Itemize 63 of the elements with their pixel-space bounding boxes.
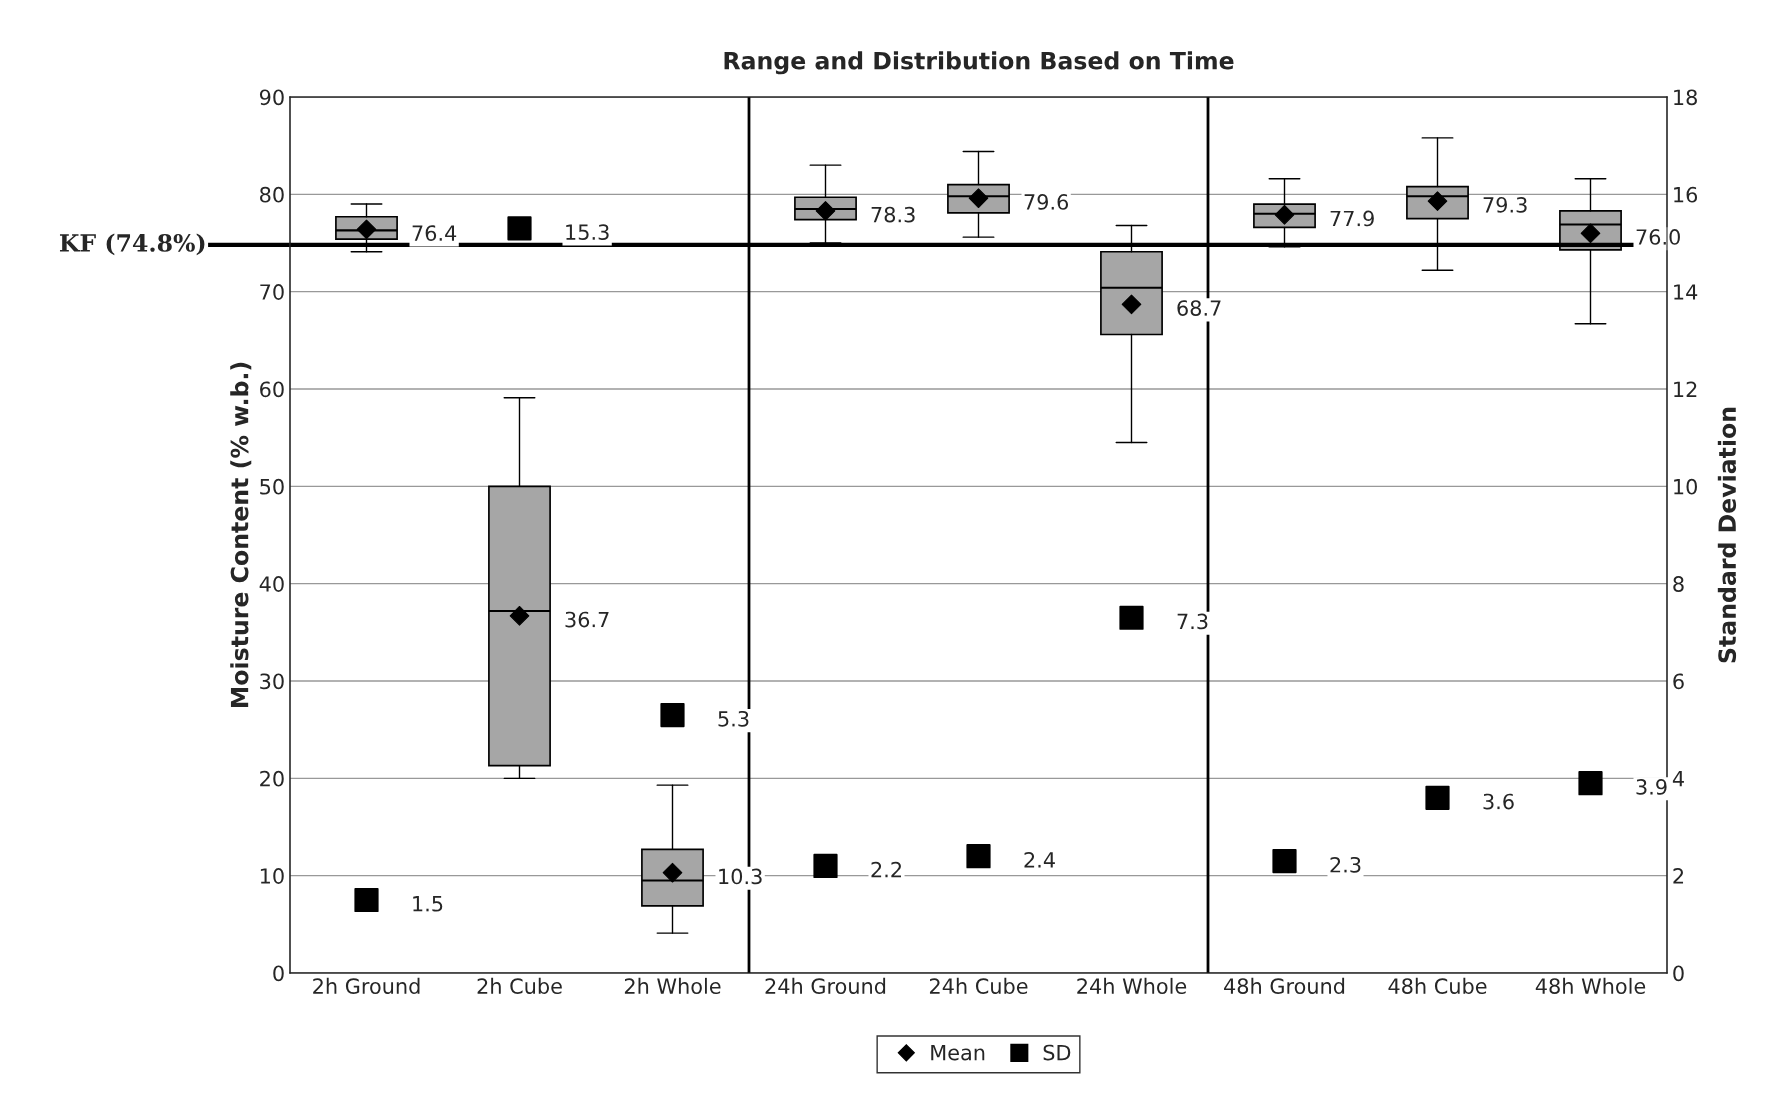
y2-axis-title: Standard Deviation [1717,407,1737,663]
data-label: 78.3 [871,206,915,223]
data-label: 36.7 [565,611,609,628]
data-label: 15.3 [566,224,609,240]
point [1121,294,1142,315]
point [1119,605,1144,630]
ref-line-label: KF (74.8%) [59,233,205,256]
y2-tick-label: 6 [1673,673,1684,690]
y-tick-label: 50 [260,478,284,495]
point [509,605,530,626]
point [1272,848,1297,874]
point [1578,771,1603,796]
data-label: 7.3 [1177,613,1208,630]
data-label: 79.3 [1483,196,1527,213]
point [966,844,991,869]
y2-tick-label: 16 [1674,186,1698,203]
y2-tick-label: 4 [1672,771,1684,787]
legend-label: SD [1043,1044,1071,1061]
point [507,216,532,241]
data-label: 68.7 [1177,300,1221,316]
data-label: 2.2 [871,861,901,878]
x-tick-label: 48h Whole [1535,977,1646,994]
x-tick-label: 2h Cube [477,977,562,994]
x-tick-label: 24h Ground [765,977,886,994]
data-label: 10.3 [719,868,762,885]
data-label: 1.5 [413,896,443,912]
point [813,853,838,879]
y-tick-label: 70 [260,284,284,300]
data-label: 2.3 [1330,856,1361,873]
legend-label: Mean [931,1044,985,1061]
point [354,887,379,913]
y2-tick-label: 10 [1674,478,1697,495]
y2-tick-label: 12 [1674,381,1697,397]
x-tick-label: 2h Ground [313,977,420,994]
data-label: 3.9 [1636,779,1667,795]
data-label: 2.4 [1024,852,1055,868]
y-tick-label: 80 [260,186,284,203]
y2-tick-label: 8 [1673,576,1684,592]
data-label: 79.6 [1024,194,1069,210]
data-label: 77.9 [1330,210,1374,227]
data-label: 5.3 [718,710,749,727]
y2-tick-label: 18 [1674,89,1697,106]
y-tick-label: 0 [273,965,284,982]
x-tick-label: 24h Whole [1077,977,1187,994]
chart-title: Range and Distribution Based on Time [724,51,1234,75]
data-label: 3.6 [1483,793,1514,810]
x-tick-label: 48h Cube [1388,977,1487,994]
y-tick-label: 30 [260,673,284,690]
y-tick-label: 10 [260,868,284,884]
y2-tick-label: 2 [1673,868,1684,884]
y2-tick-label: 14 [1674,284,1698,300]
y-axis-title: Moisture Content (% w.b.) [230,362,252,708]
y-tick-label: 40 [259,576,284,592]
x-tick-label: 48h Ground [1224,977,1345,994]
data-label: 76.4 [412,225,457,241]
x-tick-label: 2h Whole [624,977,721,994]
y2-tick-label: 0 [1673,965,1684,982]
y-tick-label: 20 [260,770,284,787]
point [660,702,685,728]
y-tick-label: 60 [260,381,284,398]
y-tick-label: 90 [259,89,284,106]
x-tick-label: 24h Cube [929,977,1028,994]
point [1425,785,1450,810]
